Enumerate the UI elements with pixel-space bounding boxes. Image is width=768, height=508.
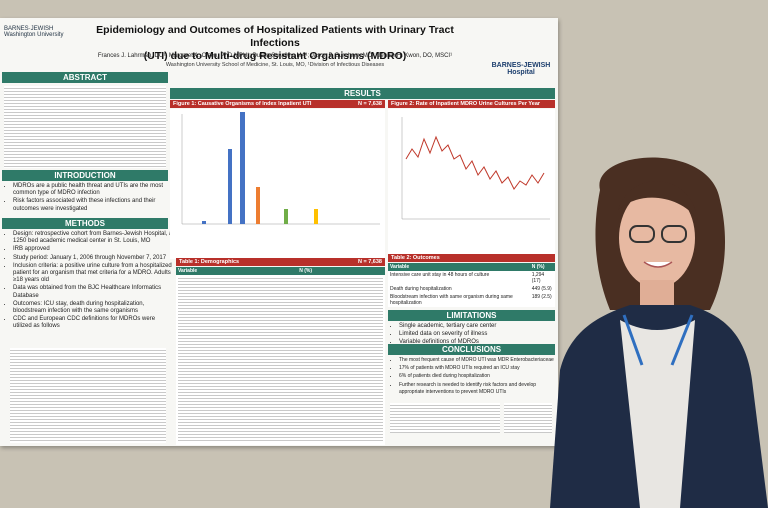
figure-title: Figure 2: Rate of Inpatient MDRO Urine C… (388, 100, 555, 108)
section-heading: INTRODUCTION (2, 170, 168, 181)
bullet-item: Variable definitions of MDROs (399, 339, 558, 346)
table-title: Table 2: Outcomes (388, 254, 555, 262)
bullet-list: MDROs are a public health threat and UTI… (4, 183, 173, 214)
bullet-item: 17% of patients with MDRO UTIs required … (399, 365, 558, 372)
figure-title: Figure 1: Causative Organisms of Index I… (173, 101, 312, 107)
logo: BARNES-JEWISH Hospital (491, 62, 551, 76)
figure-n: N = 7,638 (357, 101, 382, 107)
bullet-item: The most frequent cause of MDRO UTI was … (399, 357, 558, 364)
contact (504, 403, 552, 433)
table-cell: 1,294 (17) (531, 272, 545, 284)
section-heading: CONCLUSIONS (388, 344, 555, 355)
figure2-chart (388, 109, 555, 259)
bullet-list: Design: retrospective cohort from Barnes… (4, 231, 173, 332)
column-header: N (%) (529, 263, 555, 271)
column-header: Variable (176, 267, 298, 275)
poster: BARNES·JEWISH Washington University Epide… (0, 18, 558, 446)
column-header: N (%) (297, 267, 385, 275)
table1-rows (178, 276, 383, 441)
bullet-item: Limited data on severity of illness (399, 331, 558, 338)
table-cell: Death during hospitalization (390, 286, 452, 292)
bullet-item: MDROs are a public health threat and UTI… (13, 183, 173, 197)
section-heading: METHODS (2, 218, 168, 229)
abstract-text (4, 86, 166, 168)
bullet-item: Outcomes: ICU stay, death during hospita… (13, 301, 173, 315)
section-heading: ABSTRACT (2, 72, 168, 83)
person (550, 157, 768, 508)
bullet-item: Single academic, tertiary care center (399, 323, 558, 330)
bullet-item: CDC and European CDC definitions for MDR… (13, 316, 173, 330)
authors: Frances J. Lahrman, DO¹; Margaret A. Ols… (97, 53, 453, 59)
table-n: N = 7,638 (357, 259, 382, 265)
bullet-item: Further research is needed to identify r… (399, 382, 558, 396)
logo-left: BARNES·JEWISH Washington University (4, 26, 64, 38)
bullet-list: Single academic, tertiary care centerLim… (390, 323, 558, 348)
bullet-item: Study period: January 1, 2006 through No… (13, 255, 173, 262)
bullet-item: Risk factors associated with these infec… (13, 198, 173, 212)
affiliation: Washington University School of Medicine… (165, 62, 385, 68)
title-line: Epidemiology and Outcomes of Hospitalize… (96, 24, 454, 49)
column-header: Variable (388, 263, 530, 271)
section-heading: LIMITATIONS (388, 310, 555, 321)
table-cell: 189 (2.5) (531, 294, 552, 300)
bullet-item: 6% of patients died during hospitalizati… (399, 373, 558, 380)
table-title: Table 1: Demographics (179, 259, 240, 265)
table-cell: 449 (5.9) (531, 286, 552, 292)
table-cell: Intensive care unit stay in 48 hours of … (390, 272, 490, 278)
bullet-item: Design: retrospective cohort from Barnes… (13, 231, 173, 245)
footnote (390, 403, 500, 433)
table1: Variable N (%) (176, 267, 385, 445)
bullet-item: Inclusion criteria: a positive urine cul… (13, 263, 173, 285)
bullet-item: IRB approved (13, 246, 173, 253)
table-cell: Bloodstream infection with same organism… (390, 294, 513, 306)
methods-fine-text (10, 348, 166, 443)
table2: Variable N (%) Intensive care unit stay in… (388, 263, 555, 307)
title-line: (UTI) due to Multi-drug Resistant Organi… (143, 50, 407, 62)
table-row: Intensive care unit stay in 48 hours of … (388, 271, 555, 285)
table-row: Death during hospitalization 449 (5.9) (388, 285, 555, 293)
bullet-item: Data was obtained from the BJC Healthcar… (13, 285, 173, 299)
bullet-list: The most frequent cause of MDRO UTI was … (390, 357, 558, 397)
title: Epidemiology and Outcomes of Hospitalize… (70, 24, 480, 63)
table-row: Bloodstream infection with same organism… (388, 293, 555, 307)
figure1-chart (170, 109, 385, 259)
section-heading: RESULTS (170, 88, 555, 99)
